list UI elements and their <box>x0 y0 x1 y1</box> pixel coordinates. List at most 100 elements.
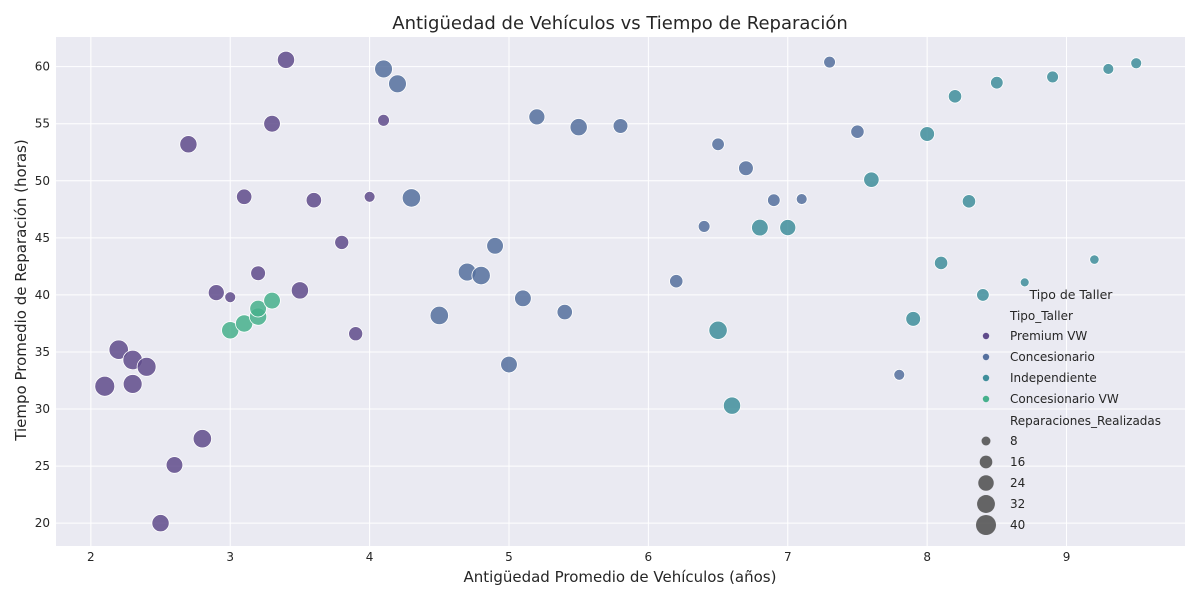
data-point <box>363 190 376 203</box>
y-tick-label: 20 <box>35 516 50 530</box>
data-point <box>224 291 237 304</box>
data-point <box>751 218 769 237</box>
legend-hue-title: Tipo_Taller <box>1009 309 1073 323</box>
data-point <box>528 108 546 126</box>
data-point <box>377 113 390 127</box>
data-point <box>486 237 504 255</box>
legend-series-label: Concesionario <box>1010 350 1095 364</box>
legend-marker <box>982 353 990 361</box>
data-point <box>708 320 728 340</box>
data-point <box>863 171 880 188</box>
data-point <box>108 339 129 360</box>
data-point <box>429 305 449 326</box>
data-point <box>767 193 781 207</box>
legend-size-label: 16 <box>1010 455 1025 469</box>
data-point <box>401 188 422 208</box>
legend-series-label: Premium VW <box>1010 329 1087 343</box>
data-point <box>500 355 518 374</box>
data-point <box>165 456 184 474</box>
data-point <box>250 265 266 282</box>
y-tick-label: 40 <box>35 288 50 302</box>
x-tick-label: 7 <box>784 550 792 564</box>
data-point <box>334 234 350 250</box>
legend-size-title: Reparaciones_Realizadas <box>1010 414 1161 428</box>
x-tick-label: 8 <box>923 550 931 564</box>
x-tick-label: 4 <box>366 550 374 564</box>
legend-series-label: Concesionario VW <box>1010 392 1119 406</box>
data-point <box>388 74 407 94</box>
data-point <box>1046 70 1059 84</box>
data-point <box>823 55 836 69</box>
data-point <box>569 118 588 137</box>
data-point <box>990 75 1004 90</box>
data-point <box>738 160 754 177</box>
data-point <box>779 219 797 237</box>
data-point <box>374 59 393 79</box>
data-point <box>263 114 281 133</box>
data-point <box>236 188 253 205</box>
y-tick-label: 30 <box>35 402 50 416</box>
legend-marker <box>982 395 990 403</box>
legend-size-label: 8 <box>1010 434 1018 448</box>
data-points <box>94 50 1143 533</box>
data-point <box>711 137 725 151</box>
data-point <box>122 374 143 394</box>
data-point <box>905 311 922 327</box>
data-point <box>348 326 364 342</box>
x-tick-label: 2 <box>87 550 95 564</box>
data-point <box>305 192 322 209</box>
data-point <box>893 368 906 381</box>
y-tick-labels: 20 25 30 35 40 45 50 55 60 <box>35 60 50 531</box>
data-point <box>192 429 212 449</box>
legend-series-label: Independiente <box>1010 371 1097 385</box>
data-point <box>947 89 963 104</box>
x-tick-label: 9 <box>1063 550 1071 564</box>
legend-size-marker <box>978 475 994 491</box>
chart-title: Antigüedad de Vehículos vs Tiempo de Rep… <box>392 13 848 34</box>
legend: Tipo de Taller Tipo_Taller Premium VW Con… <box>976 287 1161 535</box>
y-tick-label: 55 <box>35 117 50 131</box>
y-tick-label: 60 <box>35 60 50 74</box>
data-point <box>179 135 198 154</box>
legend-size-label: 24 <box>1010 476 1025 490</box>
data-point <box>697 220 711 233</box>
legend-size-label: 40 <box>1010 518 1025 532</box>
plot-background <box>56 37 1185 546</box>
data-point <box>1130 57 1143 70</box>
data-point <box>471 265 491 286</box>
legend-size-marker <box>977 495 995 513</box>
data-point <box>556 303 573 321</box>
y-tick-label: 50 <box>35 174 50 188</box>
legend-marker <box>982 332 990 340</box>
y-axis-label: Tiempo Promedio de Reparación (horas) <box>12 139 30 441</box>
data-point <box>612 118 629 134</box>
x-tick-label: 3 <box>226 550 234 564</box>
x-tick-labels: 2 3 4 5 6 7 8 9 <box>87 550 1070 564</box>
data-point <box>850 124 865 139</box>
data-point <box>249 299 267 318</box>
legend-size-marker <box>976 515 996 535</box>
y-tick-label: 25 <box>35 459 50 473</box>
data-point <box>514 289 532 308</box>
data-point <box>669 274 684 289</box>
data-point <box>207 284 225 302</box>
y-tick-label: 45 <box>35 231 50 245</box>
legend-size-marker <box>981 436 991 446</box>
legend-marker <box>982 374 990 382</box>
x-tick-label: 6 <box>645 550 653 564</box>
data-point <box>976 288 990 302</box>
x-tick-label: 5 <box>505 550 513 564</box>
legend-size-marker <box>979 455 993 469</box>
legend-size-label: 32 <box>1010 497 1025 511</box>
data-point <box>1019 277 1030 288</box>
data-point <box>961 194 977 209</box>
data-point <box>276 50 296 69</box>
data-point <box>933 255 949 271</box>
data-point <box>795 193 808 205</box>
data-point <box>94 375 116 397</box>
data-point <box>136 356 157 377</box>
data-point <box>151 514 170 533</box>
data-point <box>1089 254 1100 265</box>
data-point <box>263 291 281 310</box>
